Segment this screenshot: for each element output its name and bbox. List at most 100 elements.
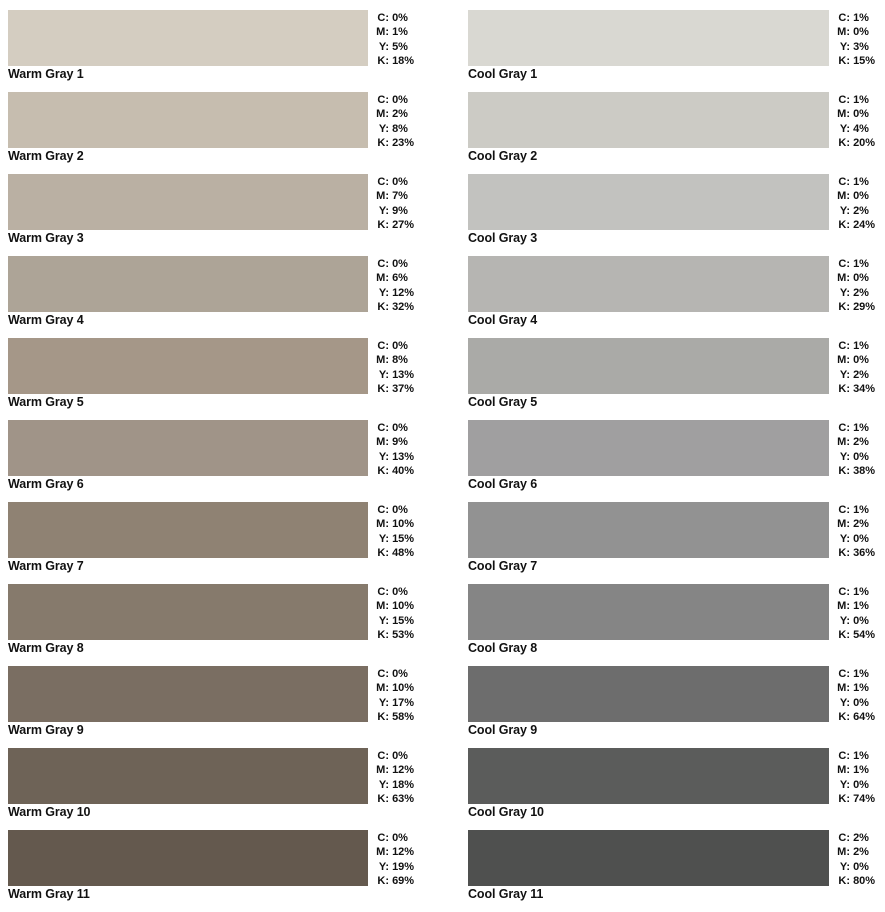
cmyk-label-c: C: — [838, 94, 850, 106]
cmyk-value-y: 13% — [392, 368, 415, 381]
cmyk-row-m: M: 9% — [374, 435, 414, 449]
cmyk-row-c: C: 0% — [374, 749, 414, 763]
cmyk-row-m: M: 2% — [835, 435, 875, 449]
cmyk-row-m: M: 2% — [835, 517, 875, 531]
cmyk-label-m: M: — [837, 846, 850, 859]
cmyk-value-k: 80% — [853, 874, 876, 887]
cmyk-label-m: M: — [376, 354, 389, 367]
cool-gray-cmyk-values: C: 2% M: 2% Y: 0% K: 80% — [835, 831, 875, 888]
cmyk-label-m: M: — [376, 26, 389, 39]
cmyk-label-c: C: — [838, 504, 850, 516]
cmyk-row-y: Y: 2% — [835, 204, 875, 218]
cmyk-row-y: Y: 0% — [835, 696, 875, 710]
cmyk-label-m: M: — [376, 518, 389, 531]
cool-gray-color-swatch — [468, 748, 829, 804]
cmyk-row-m: M: 2% — [835, 845, 875, 859]
cmyk-label-m: M: — [376, 272, 389, 285]
cmyk-row-k: K: 27% — [374, 218, 414, 232]
cmyk-value-c: 1% — [853, 750, 869, 762]
warm-gray-cmyk-values: C: 0% M: 2% Y: 8% K: 23% — [374, 93, 414, 150]
warm-gray-swatch-name: Warm Gray 2 — [8, 149, 84, 163]
cmyk-label-k: K: — [838, 874, 850, 887]
cmyk-value-c: 1% — [853, 668, 869, 680]
cool-gray-color-swatch — [468, 584, 829, 640]
warm-gray-cmyk-values: C: 0% M: 9% Y: 13% K: 40% — [374, 421, 414, 478]
cmyk-value-m: 10% — [392, 518, 415, 531]
cmyk-row-y: Y: 13% — [374, 368, 414, 382]
cmyk-label-c: C: — [377, 422, 389, 434]
cmyk-label-k: K: — [377, 628, 389, 641]
cmyk-value-m: 0% — [853, 354, 869, 367]
cmyk-label-y: Y: — [378, 532, 389, 545]
cmyk-value-m: 12% — [392, 846, 415, 859]
cmyk-row-m: M: 6% — [374, 271, 414, 285]
cmyk-value-c: 0% — [392, 586, 408, 598]
cmyk-label-c: C: — [838, 176, 850, 188]
cmyk-row-k: K: 69% — [374, 874, 414, 888]
cmyk-value-y: 0% — [853, 860, 869, 873]
cmyk-value-m: 2% — [392, 108, 408, 121]
cool-gray-cmyk-values: C: 1% M: 1% Y: 0% K: 54% — [835, 585, 875, 642]
cmyk-value-k: 40% — [392, 464, 415, 477]
cmyk-label-k: K: — [838, 218, 850, 231]
warm-gray-color-swatch — [8, 830, 368, 886]
cmyk-value-k: 24% — [853, 218, 876, 231]
cmyk-label-m: M: — [376, 436, 389, 449]
cmyk-value-y: 0% — [853, 450, 869, 463]
cmyk-value-k: 20% — [853, 136, 876, 149]
cmyk-value-k: 53% — [392, 628, 415, 641]
cool-gray-swatch-name: Cool Gray 2 — [468, 149, 538, 163]
cmyk-value-k: 29% — [853, 300, 876, 313]
warm-gray-color-swatch — [8, 92, 368, 148]
cmyk-value-c: 0% — [392, 12, 408, 24]
cmyk-value-c: 0% — [392, 94, 408, 106]
cmyk-row-c: C: 0% — [374, 257, 414, 271]
cmyk-label-c: C: — [377, 750, 389, 762]
cmyk-row-c: C: 0% — [374, 339, 414, 353]
cmyk-row-y: Y: 2% — [835, 368, 875, 382]
cmyk-row-y: Y: 13% — [374, 450, 414, 464]
cmyk-row-k: K: 36% — [835, 546, 875, 560]
warm-gray-color-swatch — [8, 10, 368, 66]
cmyk-row-m: M: 0% — [835, 25, 875, 39]
cmyk-row-c: C: 1% — [835, 175, 875, 189]
cmyk-value-y: 15% — [392, 532, 415, 545]
cool-gray-swatch-name: Cool Gray 3 — [468, 231, 538, 245]
cool-gray-cmyk-values: C: 1% M: 0% Y: 3% K: 15% — [835, 11, 875, 68]
cmyk-label-m: M: — [376, 682, 389, 695]
cmyk-value-m: 0% — [853, 26, 869, 39]
cool-gray-swatch-name: Cool Gray 11 — [468, 887, 544, 901]
cmyk-label-m: M: — [376, 764, 389, 777]
cool-gray-swatch-name: Cool Gray 7 — [468, 559, 538, 573]
cmyk-row-k: K: 24% — [835, 218, 875, 232]
warm-gray-cmyk-values: C: 0% M: 12% Y: 19% K: 69% — [374, 831, 414, 888]
cmyk-value-y: 2% — [853, 368, 869, 381]
warm-gray-cmyk-values: C: 0% M: 1% Y: 5% K: 18% — [374, 11, 414, 68]
cmyk-row-c: C: 0% — [374, 93, 414, 107]
cmyk-value-m: 6% — [392, 272, 408, 285]
cmyk-label-c: C: — [377, 668, 389, 680]
cmyk-value-c: 0% — [392, 422, 408, 434]
cmyk-label-y: Y: — [378, 450, 389, 463]
cool-gray-cmyk-values: C: 1% M: 0% Y: 4% K: 20% — [835, 93, 875, 150]
cmyk-row-y: Y: 2% — [835, 286, 875, 300]
cmyk-value-k: 48% — [392, 546, 415, 559]
cmyk-label-y: Y: — [378, 286, 389, 299]
cmyk-label-m: M: — [837, 764, 850, 777]
cmyk-value-c: 0% — [392, 750, 408, 762]
cmyk-row-y: Y: 0% — [835, 450, 875, 464]
cmyk-value-k: 34% — [853, 382, 876, 395]
cool-gray-color-swatch — [468, 338, 829, 394]
warm-gray-swatch-name: Warm Gray 10 — [8, 805, 91, 819]
cmyk-label-c: C: — [377, 340, 389, 352]
warm-gray-color-swatch — [8, 584, 368, 640]
cmyk-value-c: 1% — [853, 340, 869, 352]
warm-gray-cmyk-values: C: 0% M: 10% Y: 15% K: 48% — [374, 503, 414, 560]
cmyk-row-y: Y: 12% — [374, 286, 414, 300]
cmyk-row-m: M: 1% — [835, 681, 875, 695]
cmyk-label-y: Y: — [839, 122, 850, 135]
cmyk-row-y: Y: 9% — [374, 204, 414, 218]
warm-gray-color-swatch — [8, 502, 368, 558]
warm-gray-color-swatch — [8, 338, 368, 394]
warm-gray-cmyk-values: C: 0% M: 8% Y: 13% K: 37% — [374, 339, 414, 396]
